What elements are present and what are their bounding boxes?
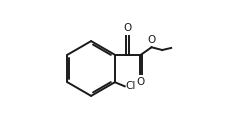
Text: O: O (124, 23, 132, 33)
Text: O: O (137, 77, 145, 87)
Text: O: O (148, 35, 156, 45)
Text: Cl: Cl (125, 81, 135, 91)
